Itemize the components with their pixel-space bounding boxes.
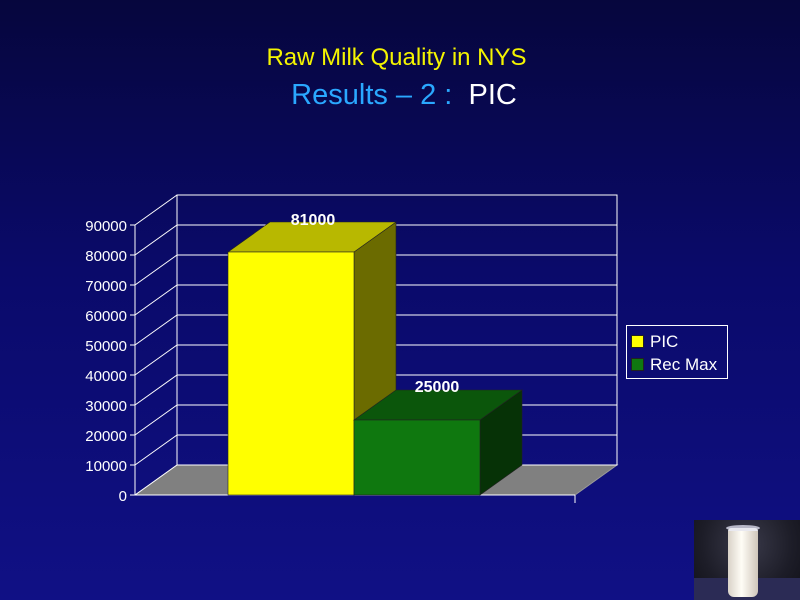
data-label-pic: 81000	[291, 212, 336, 229]
milk-glass-photo	[694, 520, 800, 600]
gridline-side	[134, 254, 178, 286]
subtitle-results: Results – 2 :	[291, 79, 453, 111]
gridline-side	[134, 404, 178, 436]
gridline-side	[134, 314, 178, 346]
gridline-side	[134, 224, 178, 256]
legend-label-rec-max: Rec Max	[650, 354, 718, 374]
y-tick-label: 90000	[85, 218, 127, 235]
chart-legend: PIC Rec Max	[626, 325, 728, 379]
y-tick-label: 40000	[85, 368, 127, 385]
slide-subtitle: Results – 2 : PIC	[0, 79, 800, 112]
legend-item-rec-max: Rec Max	[631, 353, 727, 376]
legend-label-pic: PIC	[650, 331, 679, 351]
legend-item-pic: PIC	[631, 330, 727, 353]
gridline-side	[134, 194, 178, 226]
y-tick-label: 10000	[85, 458, 127, 475]
y-tick-label: 50000	[85, 338, 127, 355]
subtitle-pic: PIC	[468, 79, 517, 111]
y-tick-label: 60000	[85, 308, 127, 325]
y-tick-label: 20000	[85, 428, 127, 445]
data-label-rec-max: 25000	[415, 379, 460, 396]
gridline-side	[134, 284, 178, 316]
gridline-side	[134, 464, 178, 496]
gridline-side	[134, 344, 178, 376]
y-tick-label: 80000	[85, 248, 127, 265]
bar-rec-max	[353, 419, 481, 496]
legend-swatch-pic	[631, 335, 644, 348]
bar-pic	[227, 251, 355, 496]
milk-glass-icon	[728, 528, 758, 597]
y-tick-label: 0	[119, 488, 127, 505]
y-tick-label: 30000	[85, 398, 127, 415]
legend-swatch-rec-max	[631, 358, 644, 371]
y-tick-label: 70000	[85, 278, 127, 295]
gridline-side	[134, 374, 178, 406]
gridline-side	[134, 434, 178, 466]
slide-title: Raw Milk Quality in NYS	[266, 44, 527, 71]
